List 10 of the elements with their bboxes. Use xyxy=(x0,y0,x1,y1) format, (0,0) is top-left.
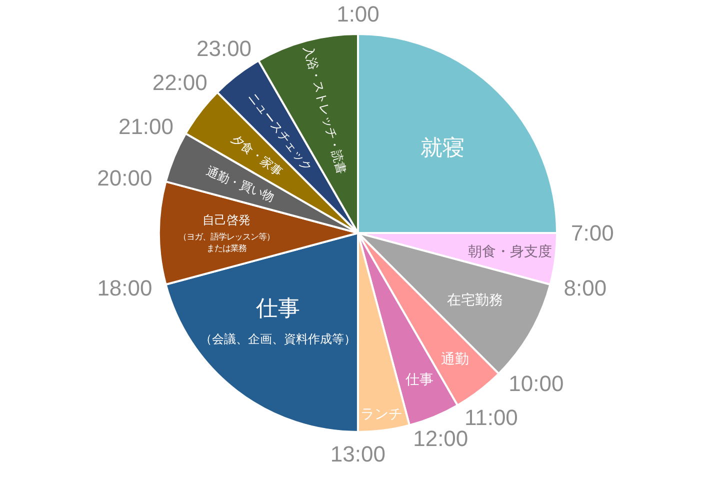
text: 7:00 xyxy=(571,220,614,246)
text: 20:00 xyxy=(97,165,152,190)
text: 22:00 xyxy=(152,70,208,95)
text: 1:00 xyxy=(336,2,380,26)
text: 21:00 xyxy=(118,114,174,140)
text: 10:00 xyxy=(508,371,564,396)
text: 23:00 xyxy=(196,36,252,62)
text: 8:00 xyxy=(564,276,607,301)
text: 13:00 xyxy=(330,442,386,466)
text: 18:00 xyxy=(97,276,152,301)
